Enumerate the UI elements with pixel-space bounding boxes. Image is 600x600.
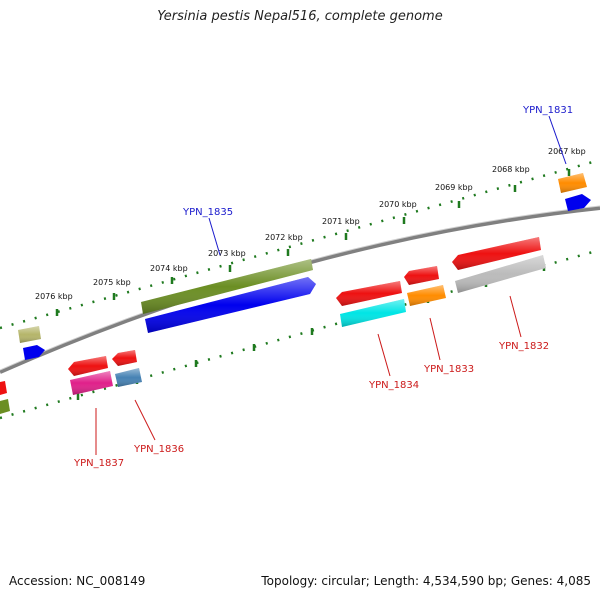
tick-label-2074: 2074 kbp: [150, 264, 188, 273]
gene-ypn-1834[interactable]: [340, 299, 406, 327]
kbp-tick-labels: 2076 kbp 2075 kbp 2074 kbp 2073 kbp 2072…: [35, 147, 586, 301]
tick-label-2071: 2071 kbp: [322, 217, 360, 226]
label-leaders: [95, 115, 567, 455]
gene-label-ypn-1835[interactable]: YPN_1835: [182, 207, 233, 218]
gene-label-ypn-1836[interactable]: YPN_1836: [133, 444, 184, 455]
tick-label-2070: 2070 kbp: [379, 200, 417, 209]
gene-label-ypn-1831[interactable]: YPN_1831: [522, 105, 573, 116]
accession-text: Accession: NC_008149: [9, 574, 146, 588]
outer-major-ticks: [55, 169, 571, 316]
map-title: Yersinia pestis Nepal516, complete genom…: [157, 9, 443, 24]
topology-summary-text: Topology: circular; Length: 4,534,590 bp…: [261, 574, 591, 588]
gene-red-1[interactable]: [336, 281, 402, 306]
tick-label-2069: 2069 kbp: [435, 183, 473, 192]
gene-red-2[interactable]: [404, 266, 439, 285]
tick-label-2072: 2072 kbp: [265, 233, 303, 242]
gene-label-ypn-1834[interactable]: YPN_1834: [368, 380, 419, 391]
gene-red-4[interactable]: [68, 356, 108, 376]
gene-blue-2[interactable]: [23, 345, 45, 360]
gene-ypn-1833[interactable]: [407, 285, 446, 306]
tick-label-2067: 2067 kbp: [548, 147, 586, 156]
gene-blue-1[interactable]: [145, 277, 316, 333]
gene-red-3[interactable]: [452, 237, 541, 270]
tick-label-2073: 2073 kbp: [208, 249, 246, 258]
gene-edge-red[interactable]: [0, 381, 7, 395]
gene-edge-olive[interactable]: [0, 399, 10, 414]
gene-label-ypn-1833[interactable]: YPN_1833: [423, 364, 474, 375]
gene-red-5[interactable]: [112, 350, 137, 366]
tick-label-2076: 2076 kbp: [35, 292, 73, 301]
gene-ypn-1835[interactable]: [141, 259, 313, 314]
gene-label-ypn-1832[interactable]: YPN_1832: [498, 341, 549, 352]
gene-label-ypn-1837[interactable]: YPN_1837: [73, 458, 124, 469]
tick-label-2068: 2068 kbp: [492, 165, 530, 174]
gene-ypn-1832[interactable]: [455, 255, 546, 293]
gene-ypn-1837[interactable]: [70, 371, 113, 395]
gene-ypn-1836[interactable]: [115, 368, 142, 387]
gene-ypn-1831[interactable]: [565, 194, 591, 211]
gene-khaki[interactable]: [18, 326, 41, 343]
gene-ypn-1831-orange[interactable]: [558, 173, 587, 193]
tick-label-2075: 2075 kbp: [93, 278, 131, 287]
